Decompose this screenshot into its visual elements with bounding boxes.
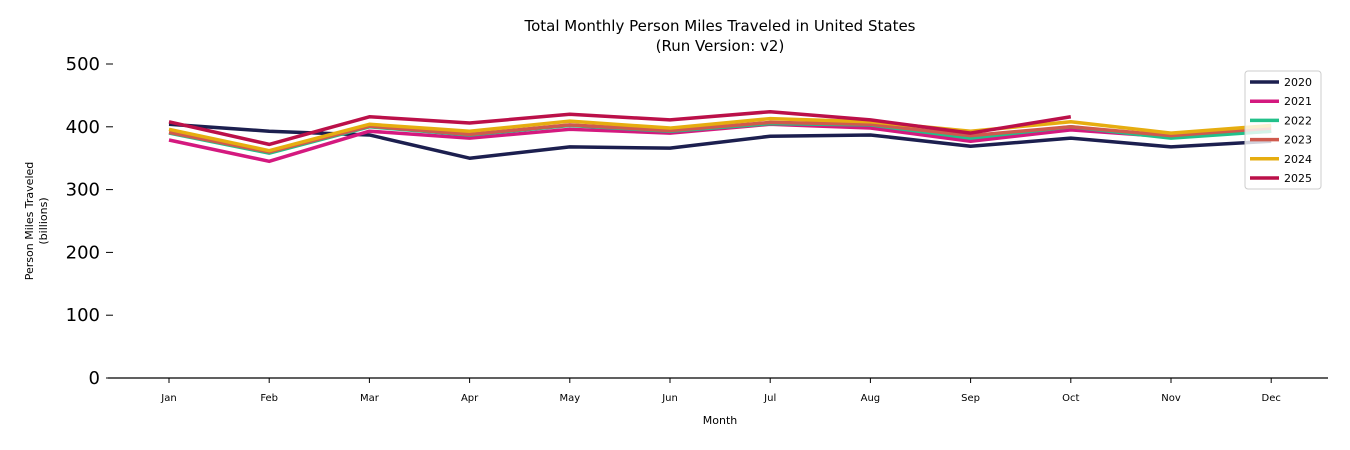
legend-label: 2022 [1284, 114, 1312, 127]
chart-subtitle: (Run Version: v2) [656, 37, 785, 55]
y-tick-label: 400 [66, 117, 100, 138]
x-axis-label: Month [703, 414, 738, 427]
x-tick-label: Dec [1262, 393, 1281, 404]
x-tick-label: Nov [1161, 393, 1181, 404]
y-axis-label: Person Miles Traveled [23, 162, 36, 281]
legend-label: 2020 [1284, 76, 1312, 89]
legend-label: 2021 [1284, 95, 1312, 108]
y-tick-label: 0 [89, 368, 100, 389]
x-tick-label: Apr [461, 393, 479, 404]
legend-label: 2023 [1284, 134, 1312, 147]
legend-label: 2024 [1284, 153, 1312, 166]
y-axis-label-unit: (billions) [37, 197, 50, 244]
y-tick-label: 200 [66, 242, 100, 263]
x-tick-label: Sep [961, 393, 980, 404]
x-tick-label: May [559, 393, 580, 404]
x-tick-label: Jul [763, 393, 776, 404]
x-tick-label: Oct [1062, 393, 1079, 404]
y-tick-label: 300 [66, 180, 100, 201]
x-tick-label: Aug [861, 393, 881, 404]
series-line-2025 [168, 109, 1072, 147]
y-tick-label: 500 [66, 54, 100, 75]
series-line-2020 [168, 122, 1272, 160]
chart-title: Total Monthly Person Miles Traveled in U… [523, 17, 915, 35]
legend-label: 2025 [1284, 172, 1312, 185]
x-tick-label: Jan [160, 393, 176, 404]
x-tick-label: Feb [260, 393, 278, 404]
x-tick-label: Mar [360, 393, 380, 404]
x-tick-label: Jun [661, 393, 678, 404]
y-tick-label: 100 [66, 305, 100, 326]
series-line-2024 [168, 116, 1272, 153]
